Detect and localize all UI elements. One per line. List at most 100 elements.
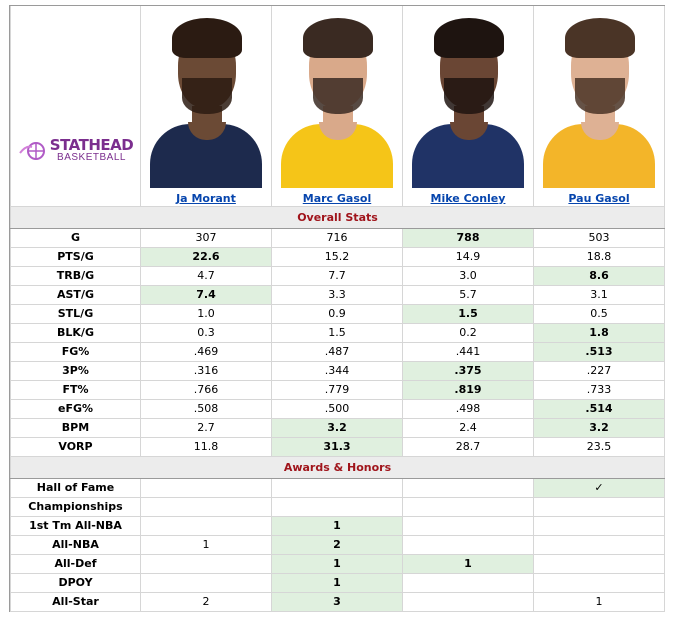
stat-value: 503 [533, 227, 665, 248]
stat-value: 7.4 [140, 284, 272, 305]
stat-value [533, 553, 665, 574]
player-header-cell: Ja Morant [140, 6, 272, 207]
stat-row: 1st Tm All-NBA 1 [10, 515, 665, 536]
stat-value: 18.8 [533, 246, 665, 267]
basketball-swoosh-icon [18, 141, 45, 160]
stat-value [533, 572, 665, 593]
player-name-link[interactable]: Ja Morant [176, 192, 236, 205]
stat-value: ✓ [533, 477, 665, 498]
stat-value: 2 [271, 534, 403, 555]
stat-label: 1st Tm All-NBA [10, 515, 141, 536]
stat-value [140, 515, 272, 536]
stat-label: 3P% [10, 360, 141, 381]
stat-value: 31.3 [271, 436, 403, 457]
section-title: Awards & Honors [10, 455, 665, 479]
comparison-frame: STATHEAD BASKETBALL Ja Morant Marc Gasol M… [9, 5, 665, 612]
stat-label: All-NBA [10, 534, 141, 555]
stat-value: .766 [140, 379, 272, 400]
stat-value: .469 [140, 341, 272, 362]
stat-value: .375 [402, 360, 534, 381]
stat-value: 2.4 [402, 417, 534, 438]
stat-value: .441 [402, 341, 534, 362]
player-photo[interactable] [277, 8, 397, 188]
stat-row: G 307 716 788 503 [10, 227, 665, 248]
stat-row: TRB/G 4.7 7.7 3.0 8.6 [10, 265, 665, 286]
stat-value: 1 [271, 553, 403, 574]
stat-value: .819 [402, 379, 534, 400]
section-title: Overall Stats [10, 205, 665, 229]
stat-row: All-NBA 1 2 [10, 534, 665, 555]
stat-value: 3.2 [533, 417, 665, 438]
stat-value [533, 534, 665, 555]
stat-value [533, 496, 665, 517]
stat-row: All-Star 2 3 1 [10, 591, 665, 612]
stat-label: Championships [10, 496, 141, 517]
stat-label: eFG% [10, 398, 141, 419]
stat-value [533, 515, 665, 536]
stat-value: 1 [271, 515, 403, 536]
stat-value: .733 [533, 379, 665, 400]
player-header-cell: Marc Gasol [271, 6, 403, 207]
stat-label: BPM [10, 417, 141, 438]
logo-subtitle: BASKETBALL [57, 152, 126, 164]
player-photo[interactable] [146, 8, 266, 188]
stat-row: All-Def 1 1 [10, 553, 665, 574]
stat-label: All-Def [10, 553, 141, 574]
player-photo[interactable] [539, 8, 659, 188]
player-header-cell: Pau Gasol [533, 6, 665, 207]
stat-value: 716 [271, 227, 403, 248]
stat-row: BLK/G 0.3 1.5 0.2 1.8 [10, 322, 665, 343]
stat-value: 1 [402, 553, 534, 574]
stathead-logo[interactable]: STATHEAD BASKETBALL [11, 138, 140, 163]
stat-value: 2.7 [140, 417, 272, 438]
stat-row: Championships [10, 496, 665, 517]
stat-value: 0.5 [533, 303, 665, 324]
stat-value: 28.7 [402, 436, 534, 457]
stat-row: Hall of Fame ✓ [10, 477, 665, 498]
player-photo[interactable] [408, 8, 528, 188]
stat-row: VORP 11.8 31.3 28.7 23.5 [10, 436, 665, 457]
stat-value: 14.9 [402, 246, 534, 267]
stat-value [271, 477, 403, 498]
stat-label: Hall of Fame [10, 477, 141, 498]
player-name-link[interactable]: Marc Gasol [302, 192, 372, 205]
stat-value: 3.2 [271, 417, 403, 438]
stat-value: 8.6 [533, 265, 665, 286]
stat-value: 3 [271, 591, 403, 612]
stat-value: 7.7 [271, 265, 403, 286]
stat-value: 0.2 [402, 322, 534, 343]
stat-value [402, 534, 534, 555]
stat-value: .316 [140, 360, 272, 381]
stat-row: PTS/G 22.6 15.2 14.9 18.8 [10, 246, 665, 267]
stat-label: BLK/G [10, 322, 141, 343]
stat-label: PTS/G [10, 246, 141, 267]
player-header-cell: Mike Conley [402, 6, 534, 207]
stat-value: .500 [271, 398, 403, 419]
section-header-row: Overall Stats [10, 205, 665, 229]
stat-value: .498 [402, 398, 534, 419]
stat-value: 1 [271, 572, 403, 593]
stat-value: 0.9 [271, 303, 403, 324]
stat-value [402, 515, 534, 536]
stat-value [140, 477, 272, 498]
player-name-link[interactable]: Mike Conley [430, 192, 506, 205]
stat-value: .227 [533, 360, 665, 381]
stat-value: 5.7 [402, 284, 534, 305]
stat-value: .779 [271, 379, 403, 400]
stat-value: 3.1 [533, 284, 665, 305]
stat-value: 307 [140, 227, 272, 248]
stat-value: 1 [140, 534, 272, 555]
player-name-link[interactable]: Pau Gasol [568, 192, 630, 205]
stat-label: All-Star [10, 591, 141, 612]
stat-value: 4.7 [140, 265, 272, 286]
stat-value [271, 496, 403, 517]
stat-value [402, 591, 534, 612]
stat-value [140, 496, 272, 517]
stat-label: TRB/G [10, 265, 141, 286]
stat-row: AST/G 7.4 3.3 5.7 3.1 [10, 284, 665, 305]
stat-label: STL/G [10, 303, 141, 324]
stat-value: .508 [140, 398, 272, 419]
stat-row: eFG% .508.500.498.514 [10, 398, 665, 419]
stat-label: AST/G [10, 284, 141, 305]
logo-cell: STATHEAD BASKETBALL [10, 6, 141, 207]
